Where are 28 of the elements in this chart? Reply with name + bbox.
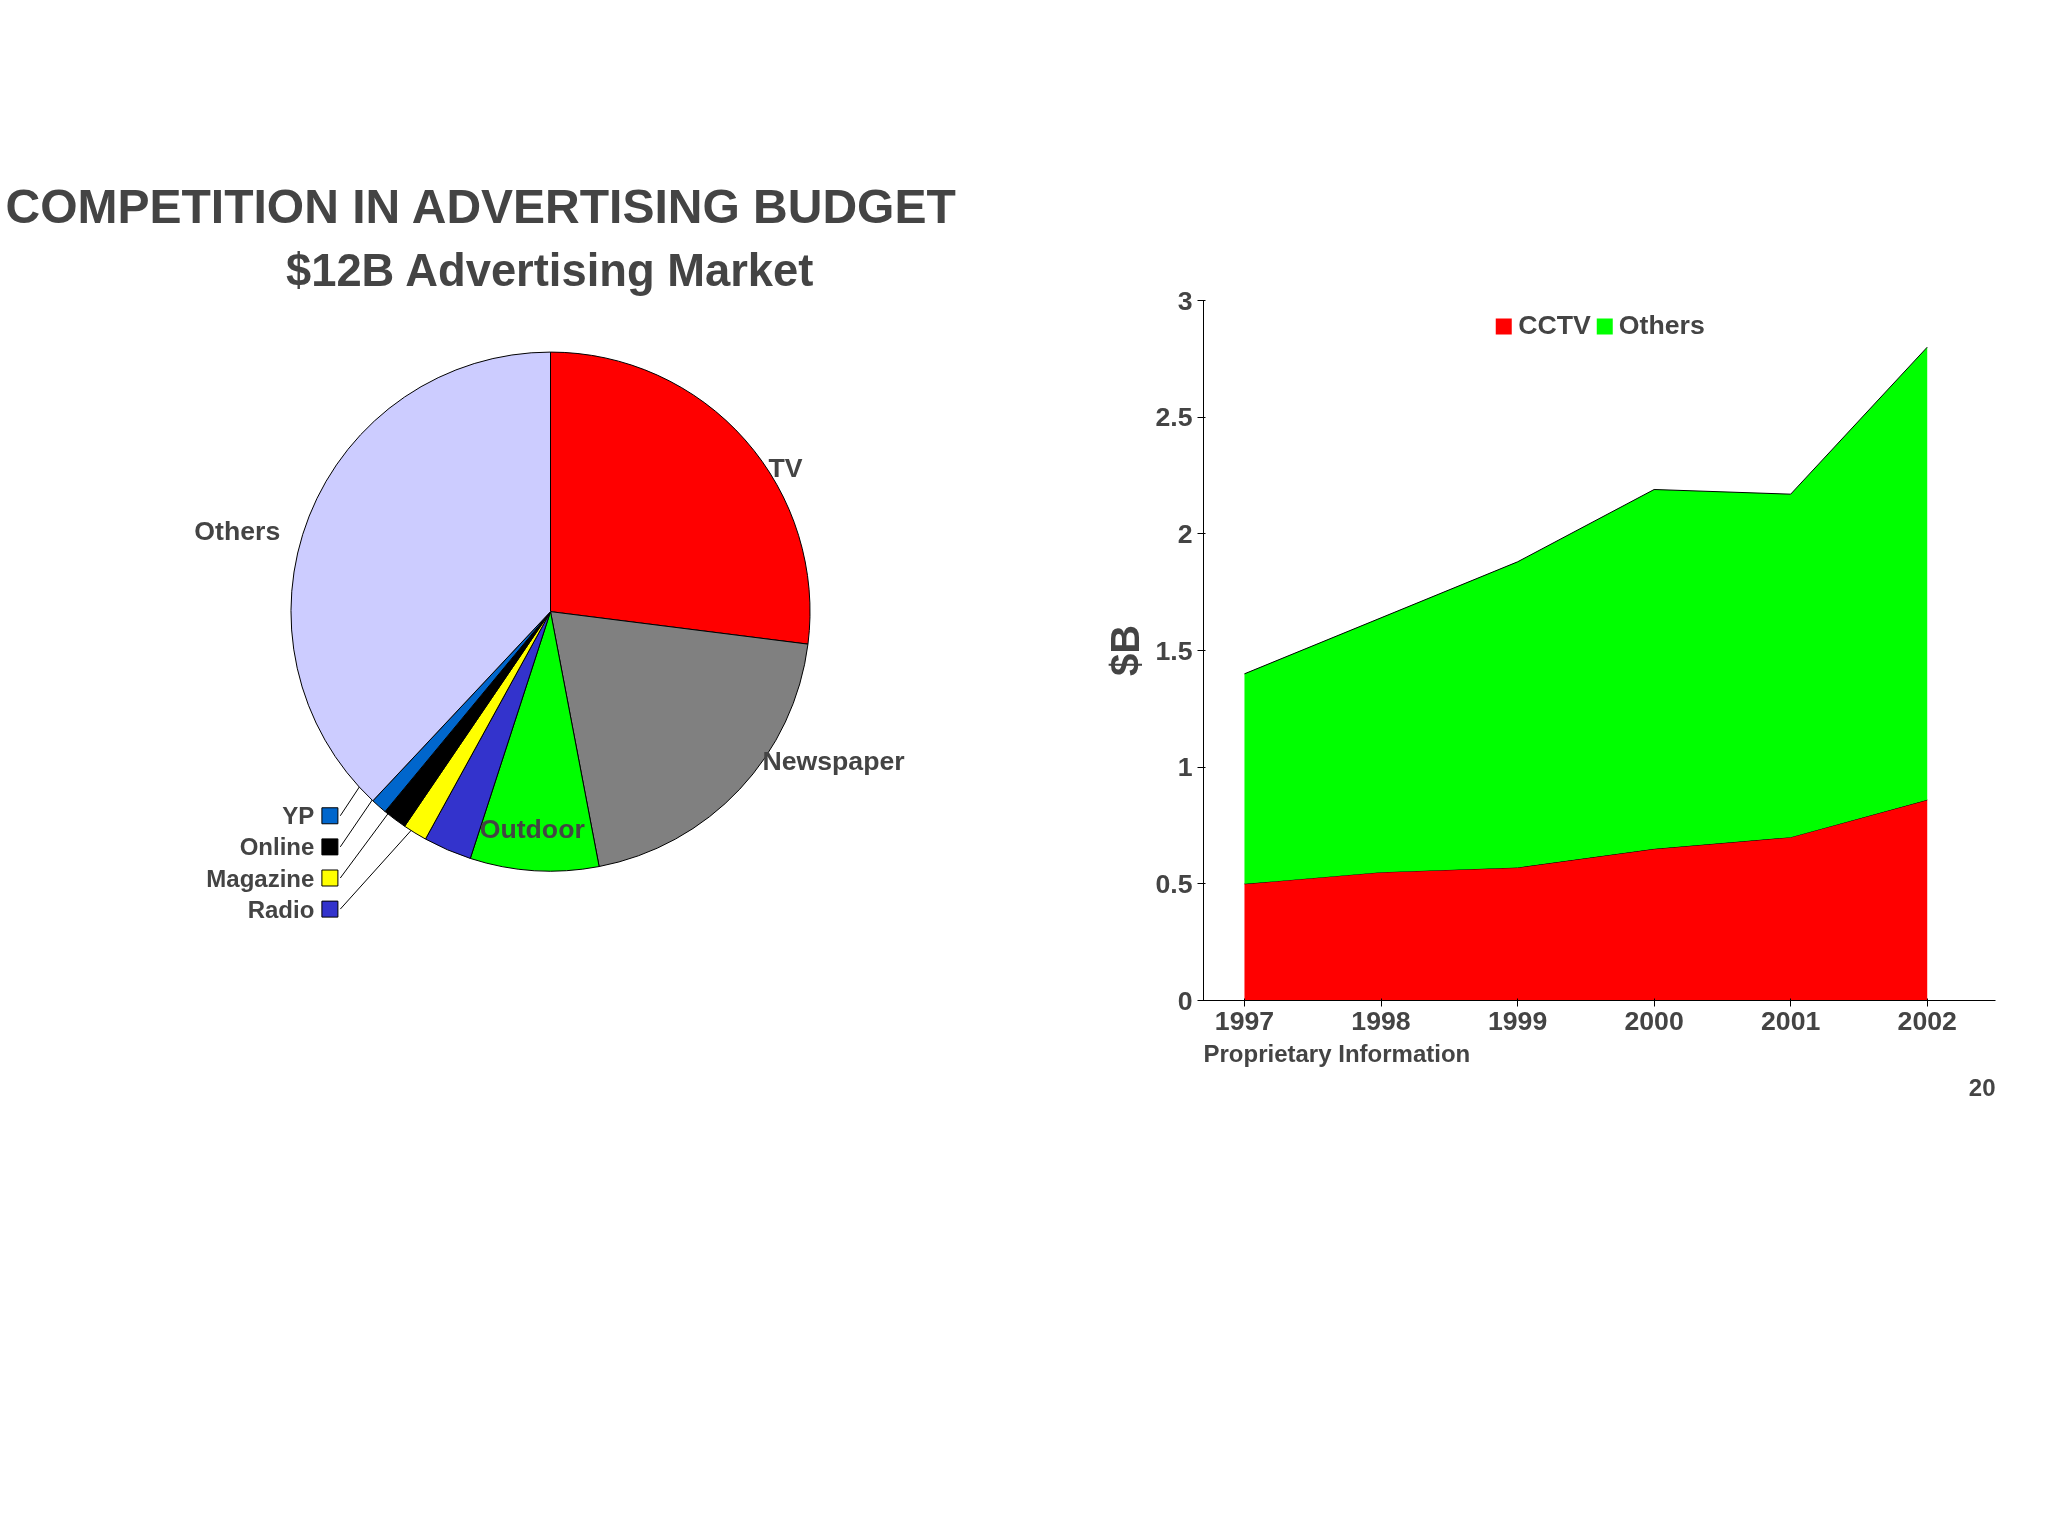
chart-subtitle: $12B Advertising Market: [285, 244, 814, 296]
y-tick-label: 1: [1177, 752, 1193, 783]
x-tick-label: 1998: [1351, 1005, 1411, 1036]
text: 20: [1968, 1073, 1996, 1101]
slice-label: Others: [194, 516, 281, 547]
y-tick-label: 1.5: [1155, 635, 1193, 666]
legend-label: Online: [239, 833, 315, 861]
legend-label: CCTV: [1518, 310, 1591, 341]
legend-label: Others: [1618, 310, 1705, 341]
legend-label: Magazine: [206, 864, 315, 892]
slice-label: Newspaper: [762, 745, 905, 776]
y-tick-label: 0.5: [1155, 868, 1193, 899]
x-tick-label: 1999: [1487, 1005, 1548, 1036]
x-tick-label: 2002: [1897, 1005, 1957, 1036]
y-tick-label: 3: [1177, 285, 1193, 316]
text: Proprietary Information: [1203, 1039, 1471, 1067]
legend-label: YP: [282, 802, 315, 830]
slice-label: TV: [768, 452, 803, 483]
y-tick-label: 0: [1177, 985, 1193, 1016]
y-tick-label: 2: [1177, 518, 1193, 549]
y-axis-title: $B: [1103, 624, 1148, 677]
legend-label: Radio: [247, 895, 315, 923]
chart-title: COMPETITION IN ADVERTISING BUDGET: [5, 179, 956, 233]
slice-label: Outdoor: [479, 813, 585, 844]
x-tick-label: 2001: [1761, 1005, 1821, 1036]
y-tick-label: 2.5: [1155, 402, 1193, 433]
x-tick-label: 2000: [1624, 1005, 1684, 1036]
x-tick-label: 1997: [1214, 1005, 1275, 1036]
